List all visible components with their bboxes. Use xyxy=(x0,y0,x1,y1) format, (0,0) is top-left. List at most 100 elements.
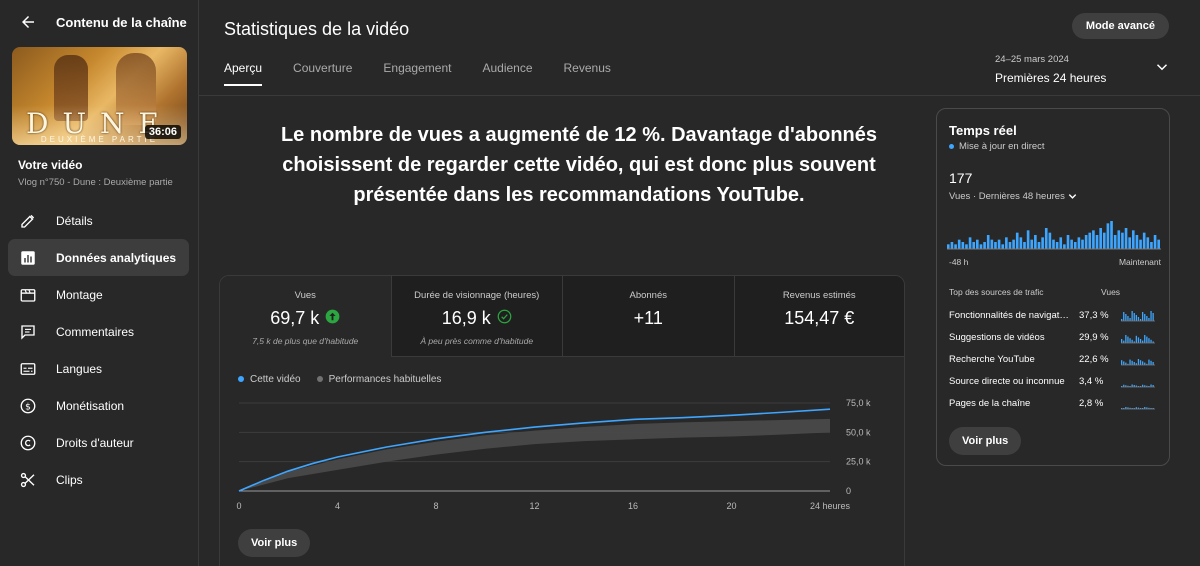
metric-comparison: 7,5 k de plus que d'habitude xyxy=(252,336,359,346)
video-thumbnail[interactable]: DUNE DEUXIÈME PARTIE 36:06 xyxy=(12,47,187,145)
realtime-bar xyxy=(1005,237,1008,249)
sparkline-bar xyxy=(1131,360,1133,365)
dollar-icon: $ xyxy=(18,396,38,416)
tab-audience[interactable]: Audience xyxy=(482,61,533,75)
sparkline-bar xyxy=(1139,386,1142,387)
metric-value: 154,47 € xyxy=(784,308,855,328)
tab-reach[interactable]: Couverture xyxy=(293,61,353,75)
realtime-bar xyxy=(986,235,990,249)
realtime-bar xyxy=(1099,228,1102,249)
realtime-bar xyxy=(1059,237,1063,249)
typical-performance-band xyxy=(239,418,830,491)
realtime-bar xyxy=(979,244,983,249)
sidebar-item-editor[interactable]: Montage xyxy=(8,276,189,313)
sparkline-bar xyxy=(1123,384,1125,387)
realtime-bar xyxy=(1095,235,1099,249)
sparkline-bar xyxy=(1150,384,1152,387)
legend-label: Cette vidéo xyxy=(250,374,301,385)
sparkline-bar xyxy=(1127,316,1129,321)
sparkline-bar xyxy=(1129,318,1131,321)
advanced-mode-button[interactable]: Mode avancé xyxy=(1071,13,1169,39)
sparkline-bar xyxy=(1133,385,1135,387)
sparkline-bar xyxy=(1139,408,1142,409)
comment-icon xyxy=(18,322,38,342)
sparkline-bar xyxy=(1152,408,1154,409)
sidebar-item-clips[interactable]: Clips xyxy=(8,461,189,498)
realtime-bar xyxy=(1070,239,1073,249)
realtime-bar xyxy=(1081,239,1084,249)
traffic-source-name: Pages de la chaîne xyxy=(949,397,1031,409)
sparkline-bar xyxy=(1142,384,1144,387)
traffic-views-header: Vues xyxy=(1101,287,1121,297)
sparkline-bar xyxy=(1131,339,1133,343)
sidebar: Contenu de la chaîne DUNE DEUXIÈME PARTI… xyxy=(0,0,198,566)
sidebar-item-analytics[interactable]: Données analytiques xyxy=(8,239,189,276)
sparkline-bar xyxy=(1121,319,1123,321)
sparkline-bar xyxy=(1129,407,1131,409)
sparkline-bar xyxy=(1137,337,1140,343)
sidebar-title: Contenu de la chaîne xyxy=(56,14,187,30)
realtime-bar xyxy=(1023,242,1026,249)
metric-label: Abonnés xyxy=(629,290,667,301)
realtime-axis-end: Maintenant xyxy=(1118,257,1161,267)
realtime-see-more-button[interactable]: Voir plus xyxy=(949,427,1022,455)
sparkline-bar xyxy=(1125,335,1127,343)
realtime-bar xyxy=(968,237,972,249)
realtime-views-label: Vues · Dernières 48 heures xyxy=(949,191,1065,203)
period-label: Premières 24 heures xyxy=(995,71,1107,85)
sidebar-item-monetization[interactable]: $ Monétisation xyxy=(8,387,189,424)
scissors-icon xyxy=(18,470,38,490)
realtime-period-selector[interactable]: Vues · Dernières 48 heures xyxy=(949,191,1078,202)
back-arrow-icon[interactable] xyxy=(18,12,38,32)
sparkline-bar xyxy=(1146,363,1148,365)
metric-revenue[interactable]: Revenus estimés 154,47 € xyxy=(734,276,904,357)
realtime-bar xyxy=(961,242,965,249)
sidebar-nav: Détails Données analytiques Montage Comm… xyxy=(8,202,189,498)
sparkline-bar xyxy=(1135,335,1137,343)
realtime-axis-start: -48 h xyxy=(949,257,969,267)
metric-views[interactable]: Vues 69,7 k 7,5 k de plus que d'habitude xyxy=(220,276,392,357)
realtime-bar xyxy=(1019,237,1023,249)
sparkline-bar xyxy=(1146,316,1148,321)
metric-subscribers[interactable]: Abonnés +11 xyxy=(563,276,735,357)
x-tick-label: 8 xyxy=(433,501,438,511)
sparkline-bar xyxy=(1148,407,1150,409)
period-selector[interactable]: 24–25 mars 2024 Premières 24 heures xyxy=(995,54,1106,85)
sparkline-bar xyxy=(1127,336,1129,343)
realtime-bar xyxy=(1008,242,1012,249)
realtime-bar-chart xyxy=(947,221,1161,250)
realtime-bar xyxy=(1139,239,1142,249)
realtime-bar xyxy=(1106,223,1110,249)
metric-comparison: À peu près comme d'habitude xyxy=(420,336,534,346)
realtime-bar xyxy=(1150,242,1153,249)
tab-revenue[interactable]: Revenus xyxy=(563,61,611,75)
realtime-bar xyxy=(950,242,954,249)
sparkline-bar xyxy=(1137,359,1140,365)
analytics-icon xyxy=(18,248,38,268)
realtime-bar xyxy=(1131,230,1135,249)
sparkline-bar xyxy=(1123,312,1125,321)
sidebar-item-label: Données analytiques xyxy=(56,250,177,265)
sidebar-item-label: Langues xyxy=(56,361,103,376)
sidebar-item-details[interactable]: Détails xyxy=(8,202,189,239)
sparkline-bar xyxy=(1133,341,1135,343)
sidebar-item-copyright[interactable]: Droits d'auteur xyxy=(8,424,189,461)
chevron-down-icon[interactable] xyxy=(1153,58,1171,76)
sparkline-bar xyxy=(1152,385,1154,387)
realtime-bar xyxy=(1073,242,1077,249)
see-more-button[interactable]: Voir plus xyxy=(238,529,311,557)
sidebar-item-languages[interactable]: Langues xyxy=(8,350,189,387)
realtime-bar xyxy=(1048,232,1052,249)
sidebar-item-label: Détails xyxy=(56,213,93,228)
metric-watch-time[interactable]: Durée de visionnage (heures) 16,9 k À pe… xyxy=(391,276,563,357)
legend-dot xyxy=(238,376,244,383)
tab-engagement[interactable]: Engagement xyxy=(383,61,452,75)
tab-overview[interactable]: Aperçu xyxy=(224,61,263,86)
sparkline-bar xyxy=(1148,359,1150,365)
sidebar-item-comments[interactable]: Commentaires xyxy=(8,313,189,350)
traffic-source-row: Pages de la chaîne 2,8 % xyxy=(949,392,1167,414)
sparkline-bar xyxy=(1150,311,1152,321)
realtime-bar xyxy=(947,244,950,249)
video-duration: 36:06 xyxy=(144,125,181,139)
sparkline-bar xyxy=(1144,335,1146,343)
